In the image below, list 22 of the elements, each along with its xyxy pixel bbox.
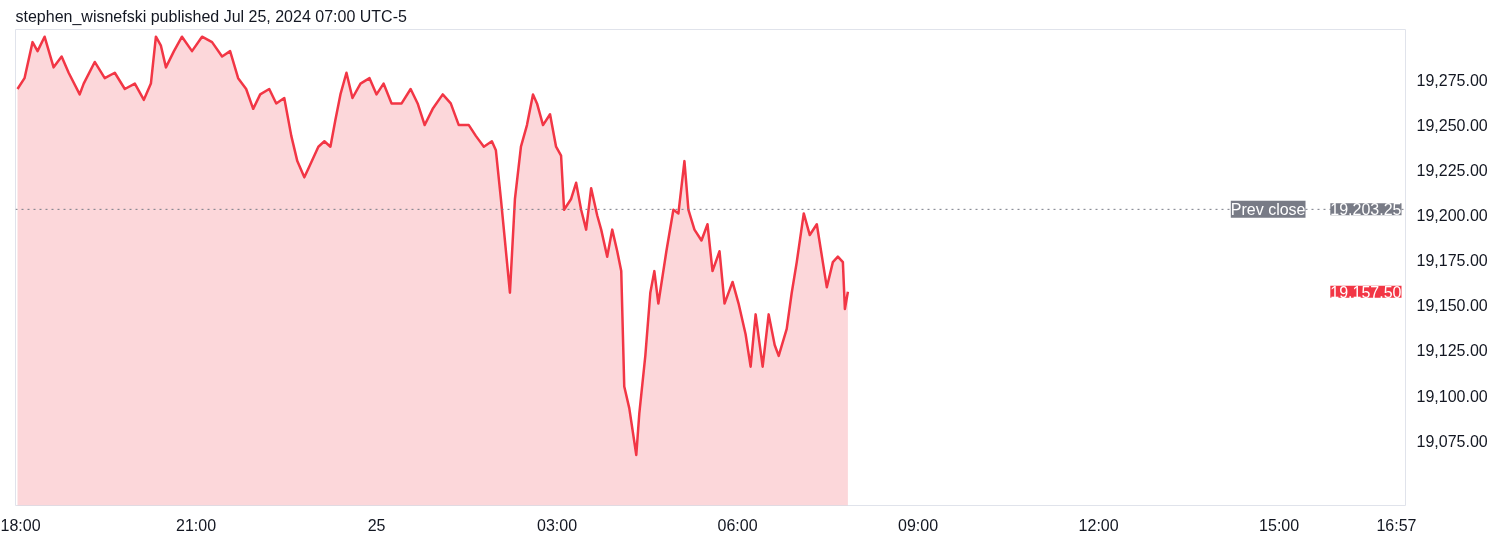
x-tick-label: 21:00 bbox=[176, 516, 217, 534]
y-tick-label: 19,225.00 bbox=[1416, 162, 1488, 180]
text: stephen_wisnefski published Jul 25, 2024 07:00 UTC-5 bbox=[15, 7, 407, 26]
y-tick-label: 19,250.00 bbox=[1416, 117, 1488, 135]
y-tick-label: 19,275.00 bbox=[1416, 71, 1488, 89]
x-tick-label: 09:00 bbox=[898, 516, 939, 534]
x-tick-label: 12:00 bbox=[1078, 516, 1119, 534]
x-tick-label: 03:00 bbox=[537, 516, 578, 534]
x-tick-label: 06:00 bbox=[717, 516, 758, 534]
ref-line-label: Prev close bbox=[1230, 200, 1306, 218]
y-tick-label: 19,075.00 bbox=[1416, 432, 1488, 450]
x-tick-label: 25 bbox=[367, 516, 386, 534]
x-tick-label: 18:00 bbox=[0, 516, 41, 534]
y-tick-label: 19,125.00 bbox=[1416, 342, 1488, 360]
x-tick-label: 15:00 bbox=[1259, 516, 1300, 534]
annotation: 19,157.50 bbox=[1330, 283, 1402, 301]
y-tick-label: 19,150.00 bbox=[1416, 297, 1488, 315]
x-tick-label: 16:57 bbox=[1376, 516, 1417, 534]
y-tick-label: 19,100.00 bbox=[1416, 387, 1488, 405]
y-tick-label: 19,200.00 bbox=[1416, 207, 1488, 225]
y-tick-label: 19,175.00 bbox=[1416, 252, 1488, 270]
annotation: 19,203.25 bbox=[1330, 201, 1402, 219]
